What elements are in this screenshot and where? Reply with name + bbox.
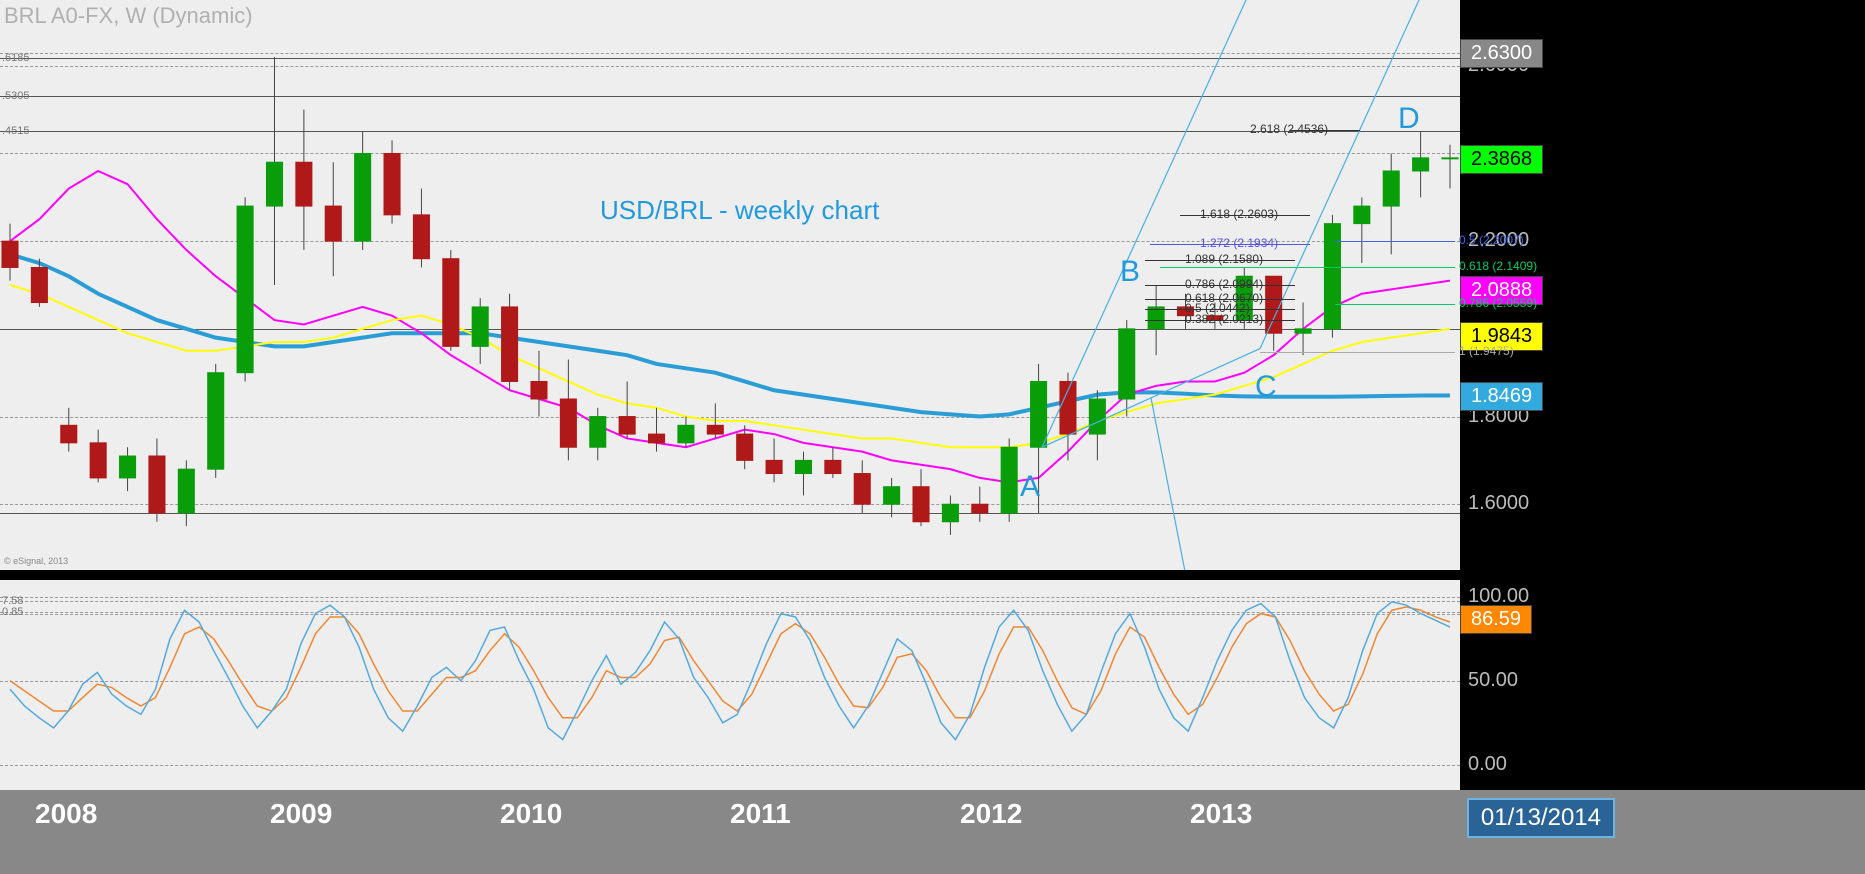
fib-label: 0.5 (2.2007) — [1459, 233, 1524, 247]
fib-label: 1 (1.9475) — [1459, 344, 1514, 358]
indicator-value-box: 86.59 — [1460, 605, 1532, 634]
horizontal-level-label: .5305 — [2, 90, 30, 102]
year-label: 2008 — [35, 798, 97, 830]
price-axis: 2.60002.20001.80001.6000 2.63002.38682.0… — [1460, 0, 1865, 570]
year-label: 2009 — [270, 798, 332, 830]
year-label: 2010 — [500, 798, 562, 830]
price-level-box: 1.8469 — [1460, 382, 1543, 411]
price-level-box: 2.6300 — [1460, 39, 1543, 68]
indicator-level-label: 7.58 — [2, 595, 23, 607]
elliott-wave-label: C — [1255, 370, 1277, 404]
indicator-panel[interactable]: 7.580.85 — [0, 580, 1460, 790]
year-label: 2011 — [730, 798, 791, 830]
indicator-axis: 100.0050.000.00 86.59 — [1460, 580, 1865, 790]
elliott-wave-label: D — [1398, 102, 1420, 136]
elliott-wave-label: A — [1020, 470, 1040, 504]
price-tick: 1.6000 — [1468, 492, 1529, 515]
chart-title: USD/BRL - weekly chart — [600, 195, 879, 226]
year-label: 2013 — [1190, 798, 1252, 830]
fib-label: 0.786 (2.0559) — [1459, 296, 1537, 310]
horizontal-level-label: .4515 — [2, 125, 30, 137]
horizontal-level-label: .6185 — [2, 52, 30, 64]
main-price-panel[interactable]: BRL A0-FX, W (Dynamic) USD/BRL - weekly … — [0, 0, 1460, 570]
copyright-label: © eSignal, 2013 — [4, 556, 68, 566]
fib-label: 1.272 (2.1934) — [1200, 236, 1278, 250]
time-axis: 2008 2009 2010 2011 2012 2013 01/13/2014 — [0, 790, 1865, 874]
fib-label: 0.382 (2.0213) — [1185, 312, 1263, 326]
price-level-box: 2.3868 — [1460, 145, 1543, 174]
indicator-tick: 0.00 — [1468, 753, 1507, 776]
chart-root: BRL A0-FX, W (Dynamic) USD/BRL - weekly … — [0, 0, 1865, 874]
fib-label: 0.618 (2.1409) — [1459, 259, 1537, 273]
fib-label: 1.618 (2.2603) — [1200, 207, 1278, 221]
indicator-level-label: 0.85 — [2, 606, 23, 618]
current-date-box: 01/13/2014 — [1467, 798, 1615, 838]
ticker-symbol: BRL A0-FX, W (Dynamic) — [4, 3, 253, 29]
fib-label: 1.089 (2.1580) — [1185, 252, 1263, 266]
elliott-wave-label: B — [1120, 255, 1140, 289]
indicator-tick: 50.00 — [1468, 669, 1518, 692]
fib-label: 2.618 (2.4536) — [1250, 122, 1328, 136]
year-label: 2012 — [960, 798, 1022, 830]
fib-label: 0.786 (2.0994) — [1185, 277, 1263, 291]
